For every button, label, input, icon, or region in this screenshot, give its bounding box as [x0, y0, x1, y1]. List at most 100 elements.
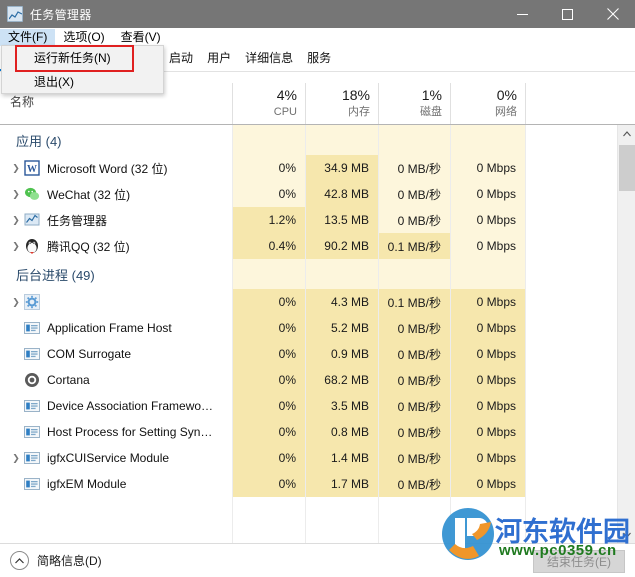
column-divider: [450, 125, 451, 543]
tab-details[interactable]: 详细信息: [245, 51, 294, 65]
cell-mem: 4.3 MB: [305, 289, 378, 315]
tab-users[interactable]: 用户: [207, 51, 232, 65]
cell-disk: 0 MB/秒: [378, 315, 450, 341]
menu-item-exit[interactable]: 退出(X): [34, 75, 74, 89]
chevron-right-icon[interactable]: ❯: [12, 214, 20, 225]
process-row[interactable]: 0% 1.7 MB 0 MB/秒 0 Mbps igfxEM Module: [0, 471, 617, 497]
process-icon: [24, 320, 40, 336]
cell-mem: 34.9 MB: [305, 155, 378, 181]
process-icon: [24, 476, 40, 492]
chevron-right-icon[interactable]: ❯: [12, 296, 20, 307]
close-button[interactable]: [590, 0, 635, 28]
cell-net: 0 Mbps: [450, 341, 525, 367]
cell-mem: 0.9 MB: [305, 341, 378, 367]
process-list[interactable]: 应用 (4) 0% 34.9 MB 0 MB/秒 0 Mbps ❯ W Microsoft W…: [0, 125, 617, 543]
process-row[interactable]: 0% 34.9 MB 0 MB/秒 0 Mbps ❯ W Microsoft Word (3…: [0, 155, 617, 181]
scroll-up-icon[interactable]: [618, 125, 635, 142]
process-row[interactable]: 0% 0.9 MB 0 MB/秒 0 Mbps COM Surrogate: [0, 341, 617, 367]
process-name: Application Frame Host: [47, 321, 172, 335]
chevron-right-icon[interactable]: ❯: [12, 452, 20, 463]
column-header-memory[interactable]: 18% 内存: [305, 83, 378, 124]
cell-net: 0 Mbps: [450, 367, 525, 393]
process-row[interactable]: 0% 68.2 MB 0 MB/秒 0 Mbps Cortana: [0, 367, 617, 393]
cell-cpu: 0%: [232, 419, 305, 445]
cell-disk: 0 MB/秒: [378, 181, 450, 207]
tab-startup[interactable]: 启动: [169, 51, 194, 65]
fewer-details-button[interactable]: 简略信息(D): [10, 551, 102, 570]
column-divider: [378, 125, 379, 543]
section-title-cell: 后台进程 (49): [0, 259, 232, 289]
cell-cpu: 0%: [232, 445, 305, 471]
window-title: 任务管理器: [30, 7, 92, 22]
process-icon: [24, 424, 40, 440]
process-row[interactable]: 0% 4.3 MB 0.1 MB/秒 0 Mbps ❯: [0, 289, 617, 315]
wechat-icon: [24, 186, 40, 202]
chevron-right-icon[interactable]: ❯: [12, 162, 20, 173]
cell-net: 0 Mbps: [450, 393, 525, 419]
cell-cpu: 0.4%: [232, 233, 305, 259]
task-manager-icon: [7, 6, 23, 22]
cell-mem: 42.8 MB: [305, 181, 378, 207]
process-row[interactable]: 0% 0.8 MB 0 MB/秒 0 Mbps Host Process for Set…: [0, 419, 617, 445]
process-row[interactable]: 0% 1.4 MB 0 MB/秒 0 Mbps ❯ igfxCUIService Modu…: [0, 445, 617, 471]
maximize-button[interactable]: [545, 0, 590, 28]
menu-file[interactable]: 文件(F): [0, 28, 56, 46]
cell-disk: 0 MB/秒: [378, 419, 450, 445]
word-icon: W: [24, 160, 40, 176]
process-row[interactable]: 0% 3.5 MB 0 MB/秒 0 Mbps Device Association F…: [0, 393, 617, 419]
chevron-right-icon[interactable]: ❯: [12, 188, 20, 199]
column-header-name[interactable]: 名称: [10, 95, 35, 109]
minimize-button[interactable]: [500, 0, 545, 28]
process-icon: [24, 398, 40, 414]
cell-net: 0 Mbps: [450, 155, 525, 181]
cell-name: ❯ 任务管理器: [0, 207, 232, 233]
svg-text:W: W: [27, 164, 37, 175]
end-task-button[interactable]: 结束任务(E): [533, 550, 625, 573]
process-icon: [24, 450, 40, 466]
cell-name: Cortana: [0, 367, 232, 393]
chart-glyph: [9, 11, 22, 20]
process-name: Device Association Framewo…: [47, 399, 214, 413]
cell-cpu: 0%: [232, 393, 305, 419]
process-row[interactable]: 1.2% 13.5 MB 0 MB/秒 0 Mbps ❯ 任务管理器: [0, 207, 617, 233]
cell-net: 0 Mbps: [450, 445, 525, 471]
cell-net: 0 Mbps: [450, 315, 525, 341]
column-header-disk[interactable]: 1% 磁盘: [378, 83, 450, 124]
process-name: Cortana: [47, 373, 90, 387]
process-row[interactable]: 0% 42.8 MB 0 MB/秒 0 Mbps ❯ WeChat (32 位): [0, 181, 617, 207]
scroll-down-icon[interactable]: [618, 526, 635, 543]
cell-cpu: 0%: [232, 289, 305, 315]
tab-services[interactable]: 服务: [307, 51, 332, 65]
column-header-cpu[interactable]: 4% CPU: [232, 83, 305, 124]
menu-options[interactable]: 选项(O): [63, 29, 105, 44]
cell-mem: 1.7 MB: [305, 471, 378, 497]
cell-disk: 0 MB/秒: [378, 471, 450, 497]
cell-cpu: 0%: [232, 315, 305, 341]
vertical-scrollbar[interactable]: [617, 125, 635, 543]
chevron-right-icon[interactable]: ❯: [12, 240, 20, 251]
chevron-up-circle-icon: [10, 551, 29, 570]
column-header-row: 名称 4% CPU 18% 内存 1% 磁盘 0% 网络: [0, 83, 635, 125]
section-header[interactable]: 后台进程 (49): [0, 259, 617, 289]
column-header-filler: [525, 83, 617, 124]
menu-item-run-new-task[interactable]: 运行新任务(N): [34, 51, 111, 65]
section-header[interactable]: 应用 (4): [0, 125, 617, 155]
cell-name: ❯ WeChat (32 位): [0, 181, 232, 207]
section-heat-cell-disk: [378, 125, 450, 155]
scrollbar-thumb[interactable]: [619, 145, 635, 191]
process-row[interactable]: 0% 5.2 MB 0 MB/秒 0 Mbps Application Frame Ho…: [0, 315, 617, 341]
section-title: 后台进程 (49): [16, 267, 95, 283]
menu-view[interactable]: 查看(V): [120, 29, 161, 44]
column-divider: [525, 125, 526, 543]
title-bar: 任务管理器: [0, 0, 635, 28]
menu-bar: 文件(F) 选项(O) 查看(V): [0, 28, 635, 46]
cell-name: COM Surrogate: [0, 341, 232, 367]
cell-name: Application Frame Host: [0, 315, 232, 341]
process-row[interactable]: 0.4% 90.2 MB 0.1 MB/秒 0 Mbps ❯ 腾讯QQ (32 位): [0, 233, 617, 259]
column-header-network[interactable]: 0% 网络: [450, 83, 525, 124]
cell-cpu: 0%: [232, 181, 305, 207]
cell-disk: 0 MB/秒: [378, 393, 450, 419]
cell-mem: 13.5 MB: [305, 207, 378, 233]
gear-icon: [24, 294, 40, 310]
cell-name: Host Process for Setting Syn…: [0, 419, 232, 445]
